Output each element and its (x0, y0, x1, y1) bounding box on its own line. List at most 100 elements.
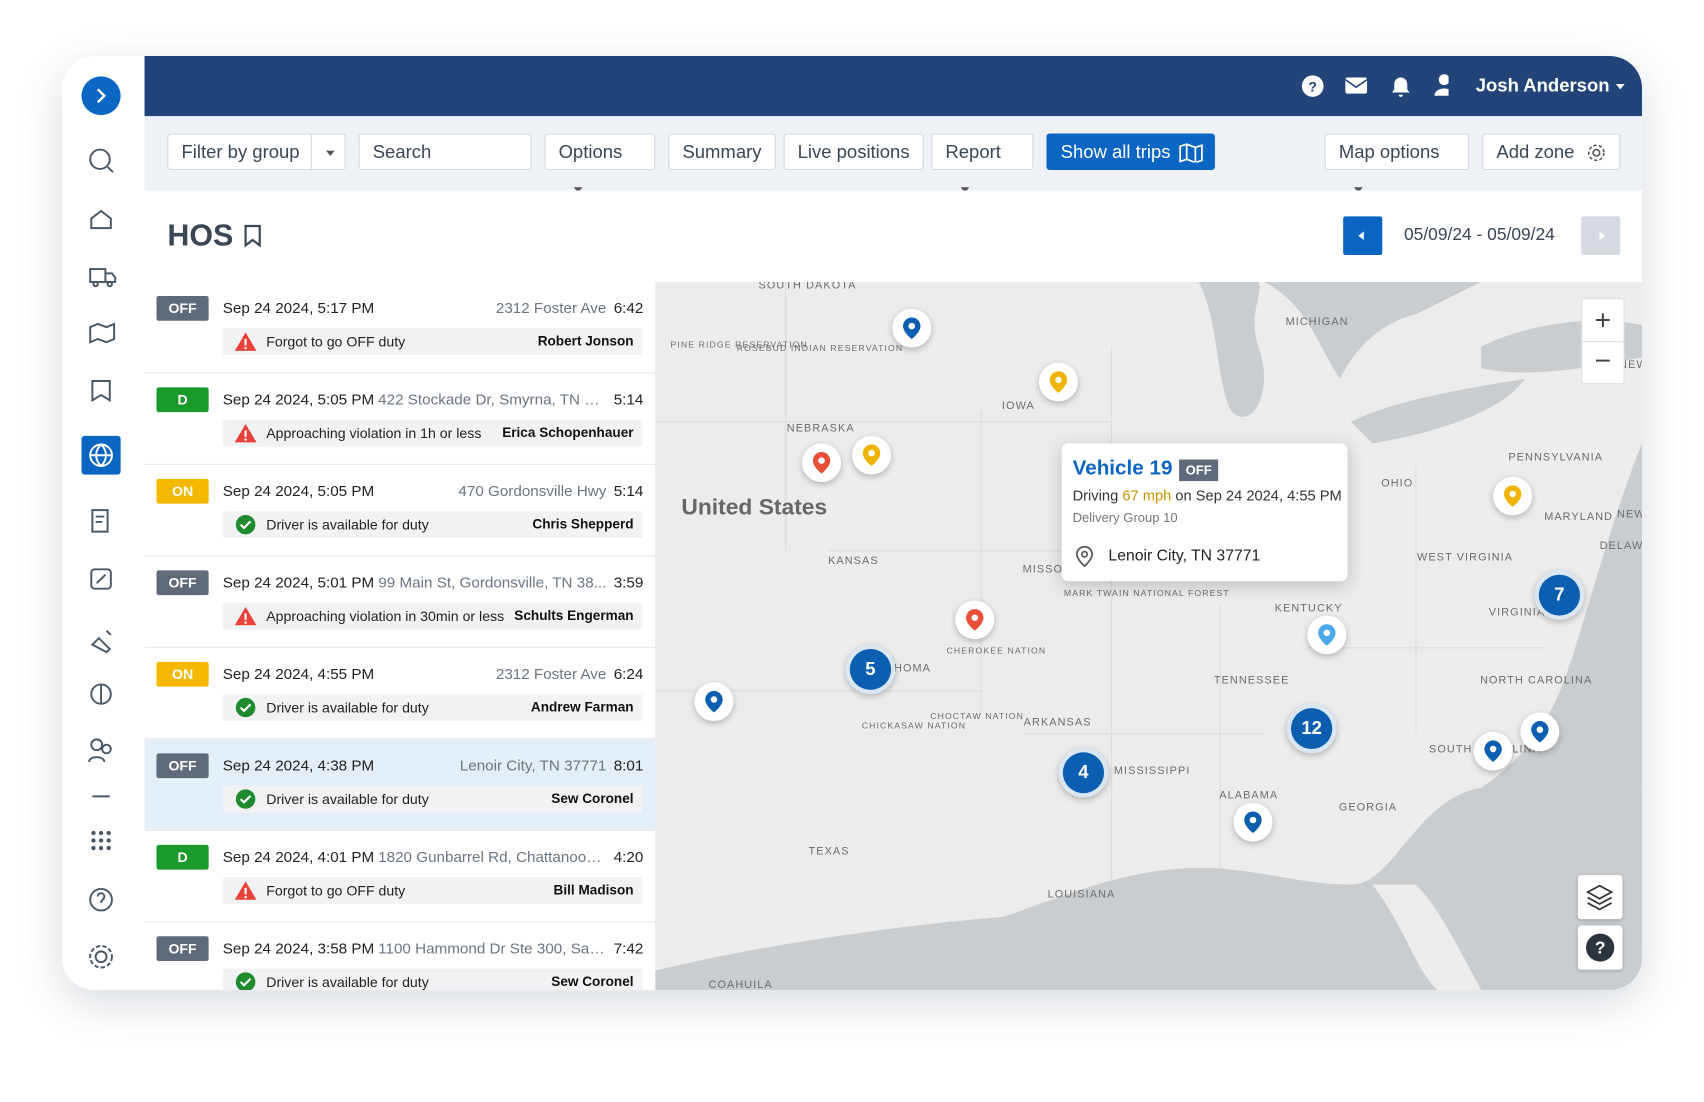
message-text: Driver is available for duty (266, 791, 429, 807)
bookmark-icon[interactable] (243, 224, 263, 248)
message-text: Driver is available for duty (266, 974, 429, 990)
warning-icon (234, 330, 258, 353)
vehicle-status: OFF (1179, 460, 1218, 482)
hos-row[interactable]: D Sep 24 2024, 4:01 PM1820 Gunbarrel Rd, … (145, 831, 656, 922)
map-pin[interactable] (1307, 616, 1346, 655)
app-window: ? Josh Anderson Filter by group Search O… (62, 56, 1642, 990)
map-pin[interactable] (802, 443, 841, 482)
map-label: Kentucky (1275, 603, 1343, 615)
vehicle-group: Delivery Group 10 (1073, 510, 1178, 525)
message-text: Approaching violation in 1h or less (266, 425, 481, 441)
map-pin[interactable] (1474, 732, 1513, 771)
add-zone-button[interactable]: Add zone (1482, 133, 1620, 170)
summary-button[interactable]: Summary (668, 133, 775, 170)
map-pin[interactable] (1039, 363, 1078, 402)
hos-row[interactable]: OFFSep 24 2024, 5:17 PM2312 Foster Ave6:… (145, 282, 656, 373)
vehicle-name[interactable]: Vehicle 19 (1073, 457, 1173, 481)
entry-datetime: Sep 24 2024, 5:01 PM (223, 574, 374, 591)
location-icon (1075, 545, 1095, 569)
driver-name: Schults Engerman (514, 608, 633, 623)
entry-datetime: Sep 24 2024, 5:05 PM (223, 391, 374, 408)
driving-speed: 67 mph (1122, 488, 1171, 504)
hos-row[interactable]: OFFSep 24 2024, 5:01 PM99 Main St, Gordo… (145, 556, 656, 647)
map-label: Virginia (1489, 607, 1545, 619)
search-box[interactable]: Search (359, 133, 532, 170)
zoom-controls: + − (1581, 298, 1624, 384)
map-pin[interactable] (1233, 803, 1272, 842)
entry-message: Driver is available for dutySew Coronel (223, 786, 642, 813)
map-pin[interactable] (1493, 477, 1532, 516)
entry-duration: 3:59 (614, 574, 644, 591)
driver-name: Chris Shepperd (532, 517, 633, 532)
hos-row[interactable]: ONSep 24 2024, 4:55 PM2312 Foster Ave6:2… (145, 648, 656, 739)
map-label: Ohio (1381, 478, 1413, 490)
map-pin[interactable] (694, 682, 733, 721)
driver-name: Erica Schopenhauer (502, 425, 633, 440)
map-pin[interactable] (1520, 712, 1559, 751)
date-range: 05/09/24 - 05/09/24 (1404, 226, 1555, 245)
options-button[interactable]: Options (544, 133, 655, 170)
entry-address: 2312 Foster Ave (496, 665, 607, 682)
map-label: Pennsylvania (1508, 452, 1603, 464)
entry-duration: 4:20 (614, 848, 644, 865)
zoom-out[interactable]: − (1582, 341, 1623, 383)
entry-message: Forgot to go OFF dutyRobert Jonson (223, 328, 642, 355)
country-label: United States (681, 495, 827, 521)
hos-row[interactable]: ONSep 24 2024, 5:05 PM470 Gordonsville H… (145, 465, 656, 556)
entry-address: 1820 Gunbarrel Rd, Chattanooga,... (378, 848, 606, 865)
vehicle-cluster[interactable]: 4 (1058, 748, 1108, 798)
map-label: Wisconsin (1117, 282, 1190, 285)
live-label: Live positions (798, 142, 910, 162)
map-label: Texas (809, 846, 850, 858)
map-label: Choctaw Nation (930, 711, 1024, 721)
hos-row[interactable]: DSep 24 2024, 5:05 PM422 Stockade Dr, Sm… (145, 373, 656, 464)
top-bar: ? Josh Anderson (145, 56, 1642, 116)
report-button[interactable]: Report (931, 133, 1033, 170)
hos-list: OFFSep 24 2024, 5:17 PM2312 Foster Ave6:… (145, 282, 657, 990)
map-pin[interactable] (852, 436, 891, 475)
map-pin[interactable] (892, 309, 931, 348)
filter-group[interactable]: Filter by group (167, 133, 345, 170)
ok-icon (234, 788, 258, 811)
svg-text:?: ? (1308, 79, 1317, 95)
hos-row[interactable]: OFFSep 24 2024, 3:58 PM1100 Hammond Dr S… (145, 922, 656, 990)
vehicle-cluster[interactable]: 7 (1534, 570, 1584, 620)
map-help-button[interactable]: ? (1578, 926, 1623, 970)
entry-duration: 6:42 (614, 299, 644, 316)
user-name[interactable]: Josh Anderson (1476, 75, 1625, 97)
map-label: Rosebud Indian Reservation (737, 343, 903, 353)
map: South DakotaPine Ridge ReservationRosebu… (655, 282, 1642, 990)
map-base (655, 282, 1642, 990)
driving-prefix: Driving (1073, 488, 1119, 504)
map-label: Michigan (1286, 316, 1349, 328)
map-label: New (1617, 509, 1642, 521)
entry-datetime: Sep 24 2024, 4:01 PM (223, 848, 374, 865)
entry-duration: 5:14 (614, 391, 644, 408)
entry-datetime: Sep 24 2024, 4:55 PM (223, 665, 374, 682)
map-label: Nebraska (787, 423, 855, 435)
driver-name: Bill Madison (554, 882, 634, 897)
entry-message: Driver is available for dutyChris Sheppe… (223, 511, 642, 538)
layers-button[interactable] (1578, 875, 1623, 919)
header-icons[interactable]: ? (1296, 71, 1448, 101)
map-options-button[interactable]: Map options (1325, 133, 1470, 170)
map-label: Louisiana (1048, 889, 1116, 901)
map-label: Maryland (1544, 511, 1613, 523)
vehicle-cluster[interactable]: 12 (1287, 704, 1337, 754)
vehicle-cluster[interactable]: 5 (845, 645, 895, 695)
message-text: Approaching violation in 30min or less (266, 608, 504, 624)
live-positions-button[interactable]: Live positions (784, 133, 924, 170)
ok-icon (234, 513, 258, 536)
show-trips-label: Show all trips (1061, 142, 1171, 162)
map-label: Iowa (1002, 400, 1035, 412)
prev-date[interactable] (1343, 216, 1382, 255)
message-text: Forgot to go OFF duty (266, 882, 405, 898)
next-date[interactable] (1581, 216, 1620, 255)
zoom-in[interactable]: + (1582, 299, 1623, 342)
options-label: Options (559, 142, 623, 162)
map-pin[interactable] (955, 601, 994, 640)
status-badge: D (156, 845, 208, 870)
show-trips-button[interactable]: Show all trips (1046, 133, 1214, 170)
hos-row[interactable]: OFFSep 24 2024, 4:38 PMLenoir City, TN 3… (145, 739, 656, 830)
